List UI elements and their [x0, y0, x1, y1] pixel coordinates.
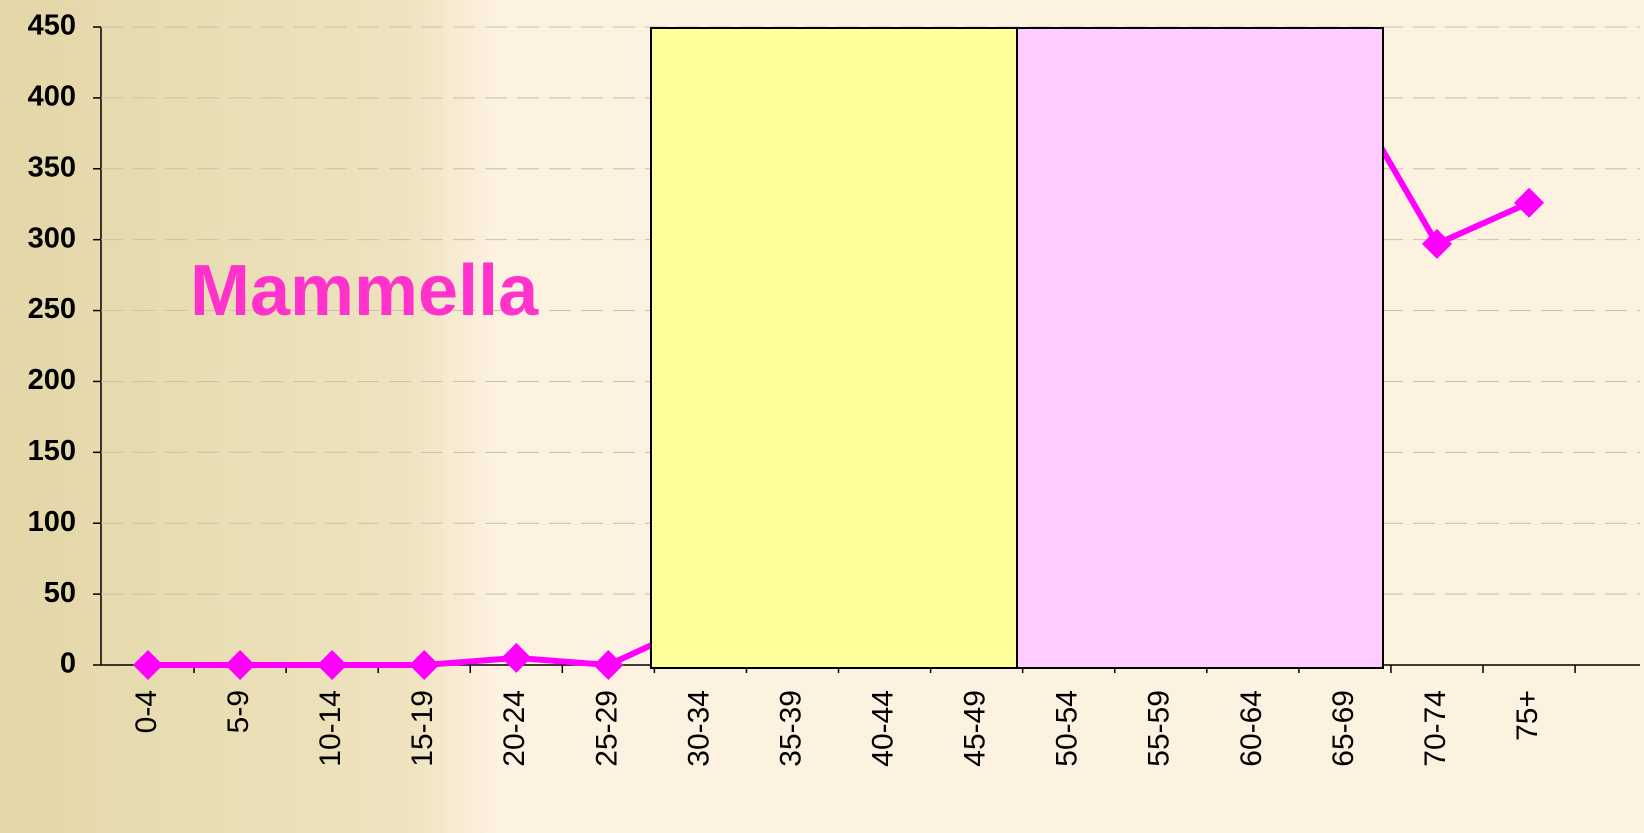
x-tick-label: 40-44: [866, 690, 899, 767]
data-point: [317, 650, 348, 680]
data-point: [501, 642, 532, 673]
x-tick-label: 20-24: [498, 690, 531, 767]
x-tick-label: 35-39: [774, 690, 807, 767]
x-tick-label: 25-29: [590, 690, 623, 767]
data-point: [1514, 187, 1545, 218]
y-tick-label: 250: [28, 293, 76, 325]
x-tick-label: 75+: [1511, 690, 1544, 741]
y-tick-label: 400: [28, 81, 76, 113]
overlay-box-pink: [1016, 27, 1384, 669]
data-point: [1421, 228, 1452, 259]
data-point: [593, 650, 624, 680]
y-tick-label: 150: [28, 435, 76, 467]
y-tick-label: 350: [28, 151, 76, 183]
y-tick-label: 300: [28, 222, 76, 254]
x-tick-label: 65-69: [1327, 690, 1360, 767]
data-point: [133, 650, 163, 680]
x-tick-label: 60-64: [1235, 690, 1268, 767]
y-tick-label: 50: [44, 577, 76, 609]
data-point: [225, 650, 256, 680]
y-tick-label: 0: [60, 648, 76, 680]
y-tick-label: 450: [28, 10, 76, 42]
x-tick-label: 70-74: [1419, 690, 1452, 767]
x-tick-label: 0-4: [130, 690, 163, 733]
data-point: [409, 650, 440, 680]
x-tick-label: 10-14: [314, 690, 347, 767]
x-tick-label: 50-54: [1051, 690, 1084, 767]
overlay-box-yellow: [650, 27, 1018, 669]
y-tick-label: 100: [28, 506, 76, 538]
chart-title: Mammella: [190, 251, 539, 331]
x-tick-label: 15-19: [406, 690, 439, 767]
x-tick-label: 45-49: [959, 690, 992, 767]
x-tick-label: 5-9: [222, 690, 255, 733]
x-tick-label: 30-34: [682, 690, 715, 767]
x-tick-label: 55-59: [1143, 690, 1176, 767]
y-tick-label: 200: [28, 364, 76, 396]
